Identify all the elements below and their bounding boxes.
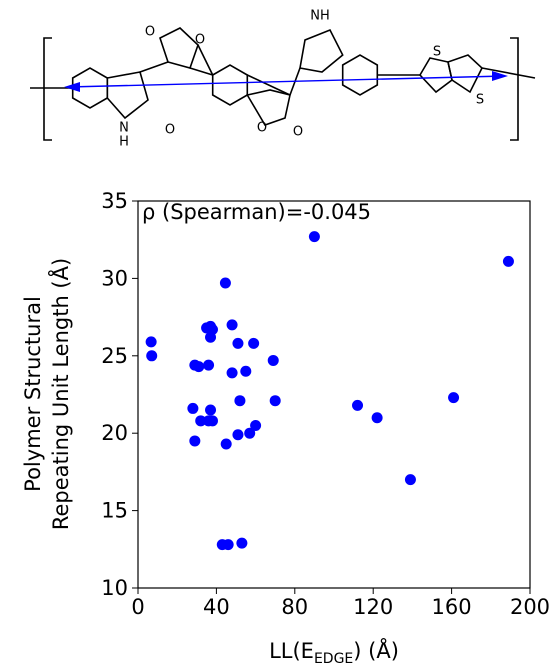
annotation: ρ (Spearman)=-0.045 bbox=[142, 200, 371, 224]
atom-label: O bbox=[293, 125, 303, 140]
bond bbox=[189, 67, 213, 76]
x-tick-label: 120 bbox=[353, 595, 393, 619]
y-tick-label: 20 bbox=[101, 421, 128, 445]
arrow-head bbox=[64, 82, 80, 92]
point bbox=[244, 427, 256, 439]
point bbox=[189, 435, 201, 447]
point bbox=[205, 331, 217, 343]
x-label-subscript: EDGE bbox=[314, 651, 353, 667]
point bbox=[352, 399, 364, 411]
bond bbox=[197, 44, 214, 76]
point bbox=[205, 404, 217, 416]
point bbox=[146, 350, 158, 362]
ring bbox=[419, 57, 453, 94]
point bbox=[448, 392, 460, 404]
x-tick-label: 40 bbox=[203, 595, 230, 619]
point bbox=[240, 365, 252, 377]
y-tick-label: 35 bbox=[101, 189, 128, 213]
plot-frame bbox=[137, 200, 531, 589]
atom-label: H bbox=[119, 135, 129, 150]
point bbox=[203, 359, 215, 371]
y-tick-label: 25 bbox=[101, 344, 128, 368]
point bbox=[502, 255, 514, 267]
point bbox=[269, 395, 281, 407]
point bbox=[248, 337, 260, 349]
point bbox=[234, 395, 246, 407]
atom-label: O bbox=[145, 25, 155, 40]
ring bbox=[246, 89, 291, 126]
point bbox=[232, 429, 244, 441]
bracket bbox=[510, 37, 519, 141]
atom-label: S bbox=[476, 93, 484, 108]
ring bbox=[211, 64, 249, 106]
point bbox=[226, 319, 238, 331]
point bbox=[187, 402, 199, 414]
ring bbox=[106, 71, 149, 120]
atom-label: O bbox=[165, 123, 175, 138]
atom-label: S bbox=[433, 45, 441, 60]
x-tick-label: 0 bbox=[131, 595, 144, 619]
x-axis-label: LL(EEDGE) (Å) bbox=[269, 637, 399, 667]
bond bbox=[246, 74, 291, 96]
point bbox=[232, 337, 244, 349]
point bbox=[250, 419, 262, 431]
y-tick-label: 15 bbox=[101, 499, 128, 523]
bond bbox=[139, 61, 169, 73]
atom-label: O bbox=[195, 33, 205, 48]
arrow-head bbox=[492, 71, 508, 81]
x-label-part: ) (Å) bbox=[353, 637, 399, 663]
x-tick-label: 160 bbox=[432, 595, 472, 619]
point bbox=[145, 336, 157, 348]
ring bbox=[299, 28, 344, 73]
point bbox=[308, 231, 320, 243]
point bbox=[267, 354, 279, 366]
length-arrow bbox=[67, 75, 506, 88]
x-tick-label: 200 bbox=[510, 595, 550, 619]
point bbox=[195, 415, 207, 427]
point bbox=[226, 367, 238, 379]
y-tick-label: 10 bbox=[101, 576, 128, 600]
point bbox=[371, 412, 383, 424]
point bbox=[193, 361, 205, 373]
atom-label: O bbox=[257, 121, 267, 136]
ring bbox=[159, 27, 199, 69]
point bbox=[220, 438, 232, 450]
atom-label: NH bbox=[310, 9, 330, 24]
ring bbox=[447, 54, 483, 94]
y-axis-label: Polymer Structural bbox=[21, 296, 45, 492]
ring bbox=[341, 54, 379, 96]
bracket bbox=[43, 37, 52, 141]
y-axis-label: Repeating Unit Length (Å) bbox=[47, 258, 73, 530]
bond bbox=[481, 67, 536, 79]
x-label-part: LL(E bbox=[269, 639, 314, 663]
atom-label: N bbox=[119, 121, 129, 136]
point bbox=[236, 537, 248, 549]
molecule-structure: O O NH N H O O O S S bbox=[30, 9, 536, 150]
point bbox=[219, 277, 231, 289]
y-tick-label: 30 bbox=[101, 266, 128, 290]
point bbox=[206, 415, 218, 427]
point bbox=[404, 474, 416, 486]
point bbox=[222, 539, 234, 551]
scatter-plot: ρ (Spearman)=-0.045 LL(EEDGE) (Å) Polyme… bbox=[21, 189, 550, 667]
x-tick-label: 80 bbox=[281, 595, 308, 619]
